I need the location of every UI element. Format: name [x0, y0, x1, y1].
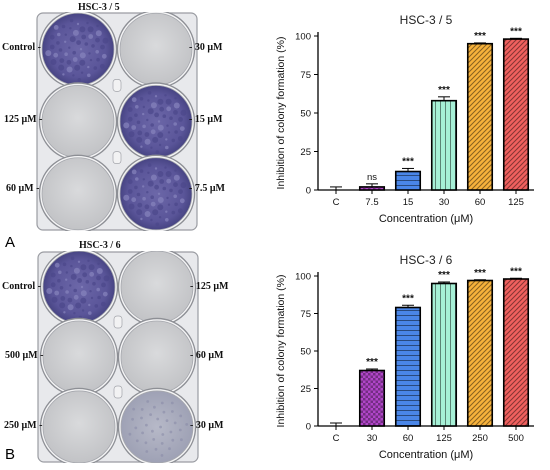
plate-well [38, 154, 118, 233]
error-bar [330, 186, 342, 190]
bar-30 [430, 99, 458, 191]
chart-title: HSC-3 / 5 [400, 13, 453, 27]
plate-left-label: 250 μM - [4, 420, 43, 431]
plate-well [116, 10, 196, 89]
plate-well [116, 154, 196, 233]
significance-label: ns [367, 172, 377, 183]
x-tick-label: 7.5 [365, 197, 378, 208]
plate-title-a: HSC-3 / 5 [78, 2, 120, 13]
error-bar [438, 96, 450, 101]
well-plate-b [37, 247, 199, 467]
x-tick-label: 250 [472, 433, 488, 444]
plate-title-b: HSC-3 / 6 [79, 240, 121, 251]
panel-letter-b: B [5, 446, 16, 463]
bar-60 [466, 42, 494, 191]
significance-label: *** [510, 26, 522, 37]
significance-label: *** [438, 85, 450, 96]
plate-well [38, 82, 118, 161]
x-tick-label: 30 [367, 433, 378, 444]
x-axis-label: Concentration (μM) [379, 213, 473, 225]
y-tick-label: 0 [306, 186, 311, 197]
significance-label: *** [402, 156, 414, 167]
x-tick-label: 30 [439, 197, 450, 208]
y-tick-label: 75 [300, 309, 311, 320]
significance-label: *** [438, 270, 450, 281]
well-plate-a [36, 10, 198, 233]
y-tick-label: 50 [300, 347, 311, 358]
x-tick-label: 60 [475, 197, 486, 208]
plate-photo-a [36, 10, 198, 233]
plate-left-label: 60 μM - [6, 183, 40, 194]
plate-left-label: Control - [2, 42, 41, 53]
x-tick-label: C [333, 433, 340, 444]
plate-right-label: - 125 μM [190, 281, 229, 292]
plate-well [117, 247, 197, 327]
panel-letter-a: A [5, 234, 16, 251]
bar-15 [394, 170, 422, 191]
y-tick-label: 0 [306, 422, 311, 433]
plate-well [117, 387, 197, 467]
error-bar [402, 167, 414, 172]
bar-500 [502, 278, 530, 427]
significance-label: *** [366, 357, 378, 368]
plate-left-label: Control - [2, 281, 41, 292]
error-bar [402, 304, 414, 308]
bar-chart-b: HSC-3 / 6 0 25 50 75 100 Inhibition of colony … [275, 253, 534, 461]
plate-well [38, 10, 118, 89]
x-tick-label: 60 [403, 433, 414, 444]
x-tick-label: C [333, 197, 340, 208]
y-tick-label: 100 [295, 32, 311, 43]
plate-left-label: 500 μM - [5, 350, 44, 361]
y-axis-label: Inhibition of colony formation (%) [275, 37, 287, 190]
significance-label: *** [510, 266, 522, 277]
significance-label: *** [474, 268, 486, 279]
error-bar [510, 277, 522, 279]
y-axis-label: Inhibition of colony formation (%) [275, 275, 287, 428]
error-bar [366, 368, 378, 371]
error-bar [366, 183, 378, 187]
plate-left-label: 125 μM - [4, 114, 43, 125]
y-tick-label: 75 [300, 70, 311, 81]
error-bar [474, 279, 486, 281]
x-axis-label: Concentration (μM) [379, 449, 473, 461]
plate-right-label: - 30 μM [189, 42, 223, 53]
x-tick-label: 15 [403, 197, 414, 208]
plate-well [116, 82, 196, 161]
bar-250 [466, 279, 494, 427]
plate-right-label: - 15 μM [189, 114, 223, 125]
bar-30 [358, 369, 386, 427]
bar-125 [502, 38, 530, 191]
x-tick-label: 125 [436, 433, 452, 444]
y-tick-label: 25 [300, 384, 311, 395]
plate-right-label: - 60 μM [190, 350, 224, 361]
chart-title: HSC-3 / 6 [400, 253, 453, 267]
significance-label: *** [402, 293, 414, 304]
plate-well [39, 247, 119, 327]
plate-right-label: - 30 μM [190, 420, 224, 431]
bar-60 [394, 306, 422, 427]
y-tick-label: 50 [300, 109, 311, 120]
x-tick-label: 125 [508, 197, 524, 208]
plate-photo-b [37, 247, 199, 467]
plate-well [39, 317, 119, 397]
error-bar [474, 42, 486, 44]
significance-label: *** [474, 31, 486, 42]
bar-7.5 [358, 186, 386, 191]
error-bar [438, 281, 450, 284]
bar-125 [430, 282, 458, 427]
plate-well [39, 387, 119, 467]
plate-well [117, 317, 197, 397]
error-bar [510, 37, 522, 40]
bar-chart-a: HSC-3 / 5 0 25 50 75 100 Inhibition of colony … [275, 13, 534, 225]
error-bar [330, 422, 342, 426]
y-tick-label: 25 [300, 147, 311, 158]
y-tick-label: 100 [295, 272, 311, 283]
x-tick-label: 500 [508, 433, 524, 444]
plate-right-label: - 7.5 μM [189, 183, 225, 194]
